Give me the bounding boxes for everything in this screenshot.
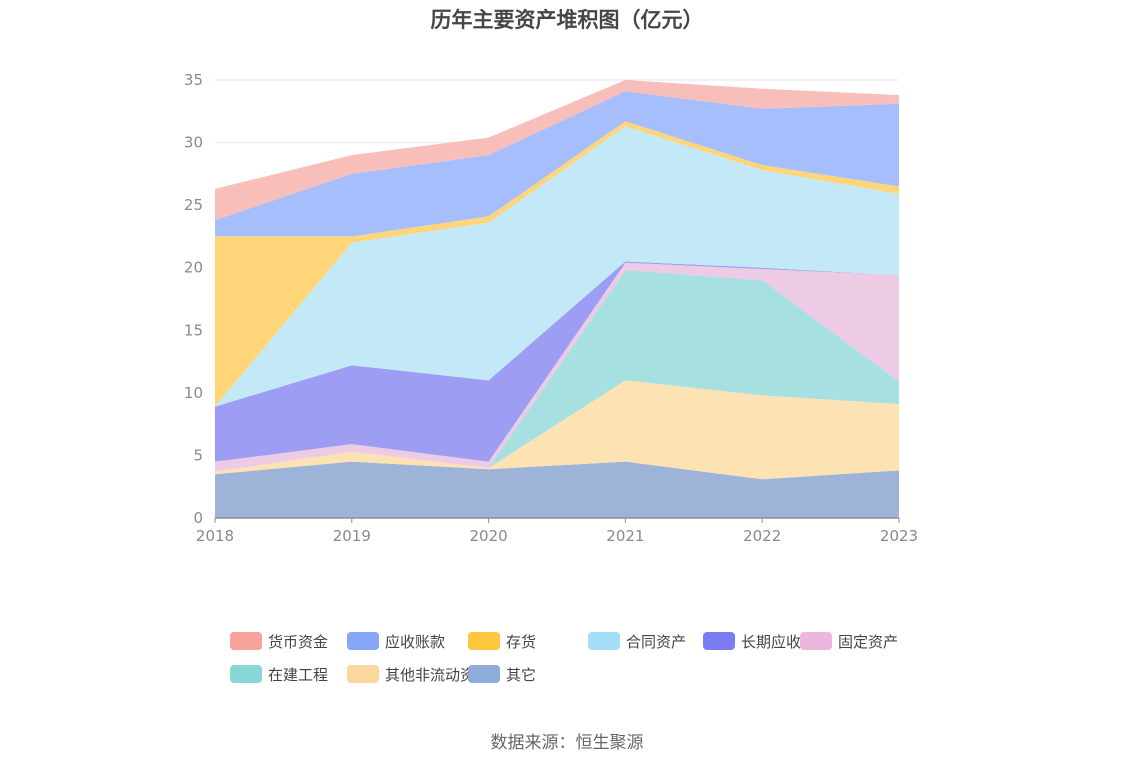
area-其他非流动资产 <box>215 380 899 480</box>
y-tick-label: 30 <box>184 134 203 152</box>
legend-item[interactable]: 在建工程 <box>230 663 328 685</box>
area-货币资金 <box>215 80 899 221</box>
y-tick-label: 20 <box>184 259 203 277</box>
legend-label: 在建工程 <box>268 665 329 684</box>
legend-swatch <box>588 632 620 650</box>
y-tick-label: 15 <box>184 321 203 339</box>
axes <box>214 517 900 523</box>
area-series <box>215 80 899 518</box>
y-tick-label: 0 <box>193 509 203 527</box>
y-tick-label: 10 <box>184 384 203 402</box>
source-note: 数据来源：恒生聚源 <box>490 733 644 753</box>
legend-item[interactable]: 合同资产 <box>588 630 686 652</box>
y-tick-label: 25 <box>184 196 203 214</box>
area-应收账款 <box>215 91 899 237</box>
legend-swatch <box>347 665 379 683</box>
legend-item[interactable]: 固定资产 <box>800 630 898 652</box>
legend-swatch <box>230 632 262 650</box>
legend-swatch <box>230 665 262 683</box>
legend-item[interactable]: 存货 <box>468 630 536 652</box>
x-tick-label: 2019 <box>333 527 371 545</box>
legend-swatch <box>468 632 500 650</box>
legend-label: 固定资产 <box>838 632 899 651</box>
y-tick-label: 35 <box>184 71 203 89</box>
legend-label: 其他非流动资产 <box>385 665 491 684</box>
legend-label: 应收账款 <box>385 632 446 651</box>
x-tick-label: 2023 <box>880 527 918 545</box>
legend-item[interactable]: 应收账款 <box>347 630 445 652</box>
legend-label: 其它 <box>506 665 537 684</box>
legend-item[interactable]: 长期应收款 <box>703 630 816 652</box>
legend-item[interactable]: 货币资金 <box>230 630 328 652</box>
legend-item[interactable]: 其它 <box>468 663 536 685</box>
y-tick-label: 5 <box>193 446 203 464</box>
area-合同资产 <box>215 126 899 407</box>
chart-title: 历年主要资产堆积图（亿元） <box>430 8 704 32</box>
legend-swatch <box>703 632 735 650</box>
x-tick-label: 2022 <box>743 527 781 545</box>
area-固定资产 <box>215 262 899 472</box>
legend-label: 合同资产 <box>626 632 687 651</box>
area-长期应收款 <box>215 261 899 462</box>
legend-label: 存货 <box>506 632 537 651</box>
x-tick-label: 2020 <box>470 527 508 545</box>
legend-item[interactable]: 其他非流动资产 <box>347 663 490 685</box>
legend-label: 长期应收款 <box>741 632 817 651</box>
legend-swatch <box>468 665 500 683</box>
area-其它 <box>215 461 899 518</box>
legend-swatch <box>800 632 832 650</box>
x-tick-label: 2018 <box>196 527 234 545</box>
x-tick-label: 2021 <box>606 527 644 545</box>
legend-label: 货币资金 <box>268 632 329 651</box>
legend-swatch <box>347 632 379 650</box>
area-在建工程 <box>215 270 899 472</box>
tick-labels: 0 5 10 15 20 25 30 35 2018 2019 2020 2021 2022 2023 <box>184 71 918 545</box>
